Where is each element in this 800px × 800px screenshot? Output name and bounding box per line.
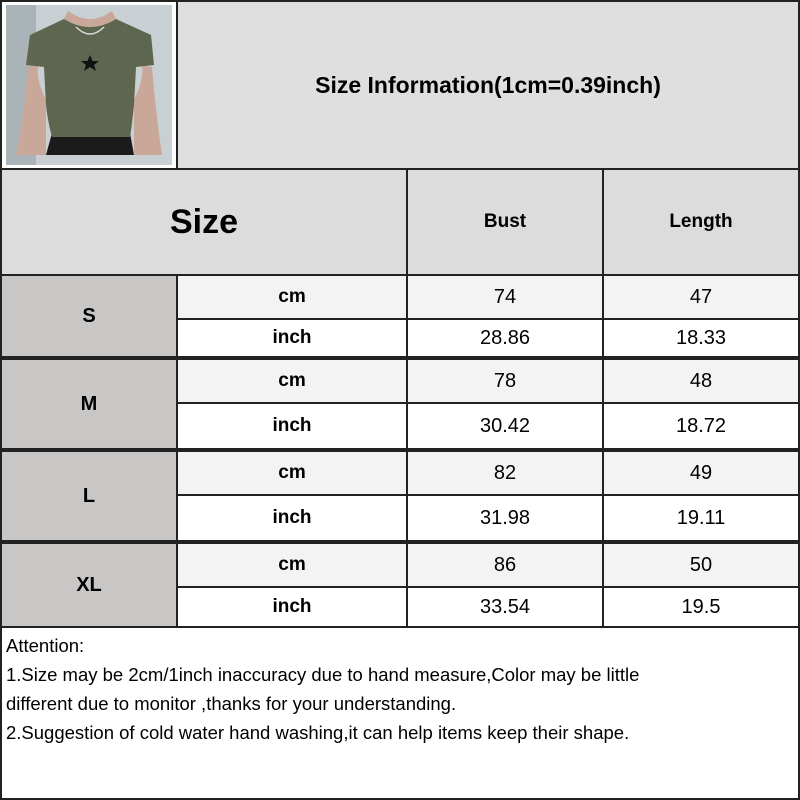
unit-label: cm — [278, 554, 306, 575]
size-label-cell: M — [0, 358, 178, 450]
unit-label: cm — [278, 370, 306, 391]
unit-cell: inch — [176, 586, 408, 628]
title-cell: Size Information(1cm=0.39inch) — [176, 0, 800, 170]
size-label-cell: XL — [0, 542, 178, 628]
length-value: 47 — [689, 285, 713, 308]
length-value: 50 — [689, 553, 713, 576]
size-label-cell: S — [0, 274, 178, 358]
bust-cell: 28.86 — [406, 318, 604, 358]
unit-label: cm — [278, 462, 306, 483]
bust-cell: 33.54 — [406, 586, 604, 628]
bust-value: 82 — [493, 461, 517, 484]
tshirt-photo-icon — [6, 5, 172, 165]
unit-label: inch — [272, 327, 312, 348]
length-cell: 49 — [602, 450, 800, 496]
bust-value: 74 — [493, 285, 517, 308]
length-cell: 18.72 — [602, 402, 800, 450]
size-label-cell: L — [0, 450, 178, 542]
bust-value: 28.86 — [479, 326, 531, 349]
bust-cell: 74 — [406, 274, 604, 320]
length-value: 19.5 — [681, 595, 721, 618]
unit-cell: inch — [176, 494, 408, 542]
bust-value: 33.54 — [479, 595, 531, 618]
attention-notes: Attention: 1.Size may be 2cm/1inch inacc… — [0, 626, 800, 800]
length-cell: 18.33 — [602, 318, 800, 358]
unit-label: inch — [272, 596, 312, 617]
bust-value: 78 — [493, 369, 517, 392]
length-value: 48 — [689, 369, 713, 392]
note-line: different due to monitor ,thanks for you… — [6, 693, 457, 714]
size-label: L — [82, 484, 96, 507]
bust-cell: 78 — [406, 358, 604, 404]
note-line: 2.Suggestion of cold water hand washing,… — [6, 722, 630, 743]
length-value: 18.33 — [675, 326, 727, 349]
header-length-label: Length — [669, 211, 733, 232]
unit-label: inch — [272, 507, 312, 528]
unit-cell: inch — [176, 402, 408, 450]
unit-cell: cm — [176, 358, 408, 404]
header-size-label: Size — [169, 202, 239, 241]
size-label: S — [82, 304, 96, 327]
bust-cell: 30.42 — [406, 402, 604, 450]
bust-cell: 86 — [406, 542, 604, 588]
bust-cell: 31.98 — [406, 494, 604, 542]
length-cell: 48 — [602, 358, 800, 404]
unit-label: cm — [278, 286, 306, 307]
unit-cell: cm — [176, 274, 408, 320]
notes-heading: Attention: — [6, 635, 85, 656]
product-image — [0, 0, 178, 170]
length-cell: 19.11 — [602, 494, 800, 542]
length-value: 18.72 — [675, 414, 727, 437]
header-bust: Bust — [406, 168, 604, 276]
length-value: 49 — [689, 461, 713, 484]
bust-value: 30.42 — [479, 414, 531, 437]
length-cell: 50 — [602, 542, 800, 588]
header-size: Size — [0, 168, 408, 276]
size-label: XL — [76, 573, 102, 596]
note-line: 1.Size may be 2cm/1inch inaccuracy due t… — [6, 664, 640, 685]
unit-cell: cm — [176, 542, 408, 588]
length-cell: 19.5 — [602, 586, 800, 628]
header-length: Length — [602, 168, 800, 276]
bust-value: 31.98 — [479, 506, 531, 529]
unit-cell: inch — [176, 318, 408, 358]
unit-cell: cm — [176, 450, 408, 496]
bust-cell: 82 — [406, 450, 604, 496]
unit-label: inch — [272, 415, 312, 436]
bust-value: 86 — [493, 553, 517, 576]
page-title: Size Information(1cm=0.39inch) — [315, 71, 661, 98]
size-label: M — [80, 392, 98, 415]
header-bust-label: Bust — [483, 211, 527, 232]
length-value: 19.11 — [676, 506, 726, 529]
length-cell: 47 — [602, 274, 800, 320]
